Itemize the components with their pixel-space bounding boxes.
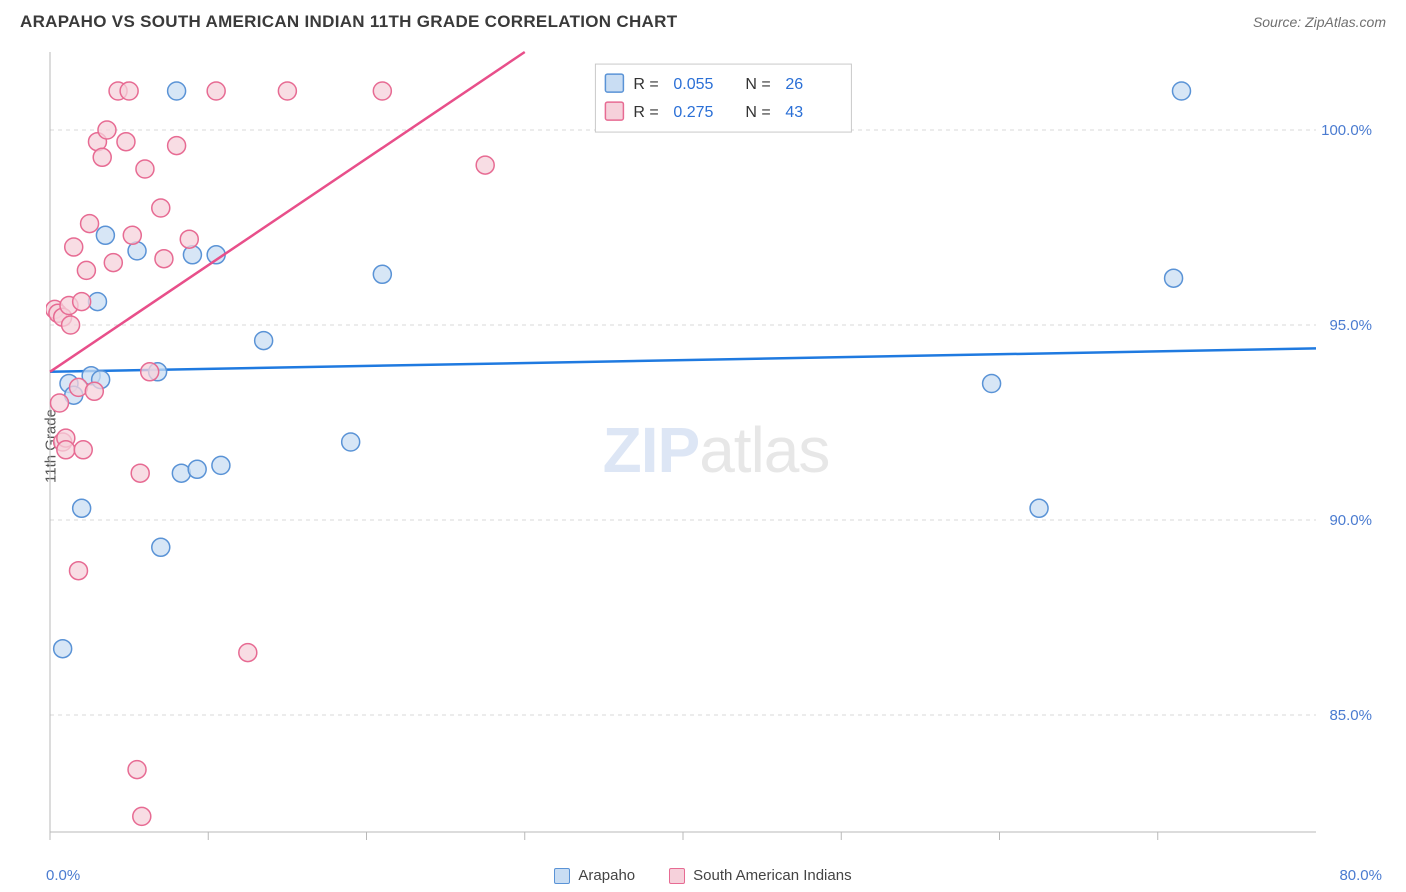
- legend-label-sai: South American Indians: [693, 867, 851, 884]
- data-point-sai: [168, 137, 186, 155]
- data-point-arapaho: [96, 226, 114, 244]
- data-point-arapaho: [54, 640, 72, 658]
- data-point-sai: [69, 378, 87, 396]
- data-point-sai: [123, 226, 141, 244]
- data-point-sai: [136, 160, 154, 178]
- data-point-arapaho: [1165, 269, 1183, 287]
- y-tick-label: 85.0%: [1329, 707, 1372, 724]
- data-point-arapaho: [1172, 82, 1190, 100]
- data-point-sai: [85, 382, 103, 400]
- trend-line-arapaho: [50, 348, 1316, 371]
- data-point-sai: [98, 121, 116, 139]
- legend-swatch-arapaho: [554, 868, 570, 884]
- legend-label-arapaho: Arapaho: [578, 867, 635, 884]
- legend-swatch-sai: [669, 868, 685, 884]
- data-point-arapaho: [152, 538, 170, 556]
- y-tick-label: 90.0%: [1329, 512, 1372, 529]
- stats-n-value-arapaho: 26: [785, 76, 803, 93]
- footer-legend: Arapaho South American Indians: [0, 867, 1406, 884]
- data-point-sai: [77, 261, 95, 279]
- data-point-sai: [69, 562, 87, 580]
- data-point-sai: [128, 761, 146, 779]
- data-point-arapaho: [342, 433, 360, 451]
- chart-area: 85.0% 90.0% 95.0% 100.0% R = 0.055 N = 26 R = 0.2…: [46, 48, 1386, 852]
- data-point-sai: [62, 316, 80, 334]
- y-tick-label: 95.0%: [1329, 317, 1372, 334]
- stats-n-label: N =: [745, 104, 770, 121]
- data-point-sai: [120, 82, 138, 100]
- stats-swatch-sai: [605, 102, 623, 120]
- stats-n-value-sai: 43: [785, 104, 803, 121]
- data-point-arapaho: [1030, 499, 1048, 517]
- data-point-sai: [93, 148, 111, 166]
- data-point-arapaho: [255, 332, 273, 350]
- data-point-sai: [155, 250, 173, 268]
- data-point-sai: [141, 363, 159, 381]
- data-point-sai: [239, 644, 257, 662]
- stats-r-value-arapaho: 0.055: [673, 76, 713, 93]
- data-point-sai: [373, 82, 391, 100]
- chart-title: ARAPAHO VS SOUTH AMERICAN INDIAN 11TH GR…: [20, 12, 677, 32]
- data-point-sai: [117, 133, 135, 151]
- data-point-arapaho: [183, 246, 201, 264]
- data-point-sai: [133, 807, 151, 825]
- stats-r-value-sai: 0.275: [673, 104, 713, 121]
- legend-item-arapaho: Arapaho: [554, 867, 635, 884]
- data-point-sai: [278, 82, 296, 100]
- data-point-sai: [152, 199, 170, 217]
- data-point-sai: [476, 156, 494, 174]
- data-point-sai: [50, 394, 68, 412]
- data-point-sai: [57, 441, 75, 459]
- data-point-sai: [131, 464, 149, 482]
- data-point-arapaho: [172, 464, 190, 482]
- stats-r-label: R =: [633, 76, 658, 93]
- scatter-plot: 85.0% 90.0% 95.0% 100.0% R = 0.055 N = 26 R = 0.2…: [46, 48, 1386, 852]
- stats-legend-box: [595, 64, 851, 132]
- data-point-sai: [180, 230, 198, 248]
- source-attribution: Source: ZipAtlas.com: [1253, 14, 1386, 30]
- data-point-sai: [65, 238, 83, 256]
- stats-swatch-arapaho: [605, 74, 623, 92]
- data-point-sai: [207, 82, 225, 100]
- stats-n-label: N =: [745, 76, 770, 93]
- data-point-arapaho: [373, 265, 391, 283]
- data-point-arapaho: [212, 456, 230, 474]
- data-point-sai: [73, 293, 91, 311]
- y-tick-label: 100.0%: [1321, 122, 1372, 139]
- data-point-arapaho: [73, 499, 91, 517]
- data-point-arapaho: [983, 375, 1001, 393]
- stats-r-label: R =: [633, 104, 658, 121]
- legend-item-sai: South American Indians: [669, 867, 851, 884]
- data-point-arapaho: [168, 82, 186, 100]
- data-point-sai: [104, 254, 122, 272]
- data-point-arapaho: [188, 460, 206, 478]
- data-point-sai: [81, 215, 99, 233]
- data-point-sai: [74, 441, 92, 459]
